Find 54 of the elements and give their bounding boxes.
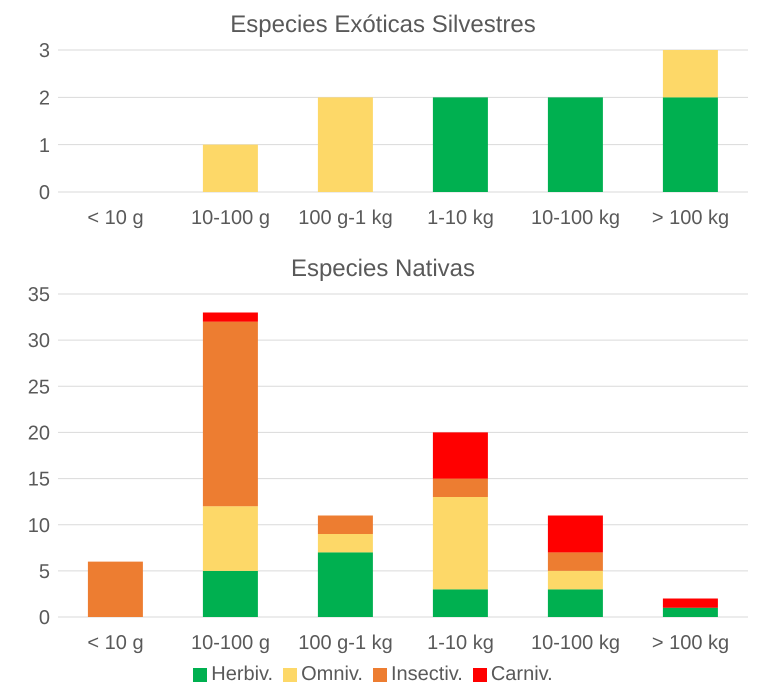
bar <box>432 97 488 192</box>
bar <box>202 322 258 506</box>
bar <box>548 570 603 590</box>
bar <box>432 589 488 617</box>
chart-title: Especies Exóticas Silvestres <box>229 10 537 40</box>
bar <box>662 50 718 98</box>
bar <box>432 497 488 590</box>
legend-label: Omniv. <box>301 663 363 682</box>
bar <box>202 312 258 322</box>
bar <box>202 506 258 571</box>
y-tick-label: 25 <box>28 376 50 398</box>
y-tick-label: 20 <box>28 422 50 445</box>
chart-title: Especies Nativas <box>290 254 476 284</box>
x-tick-label: 100 g-1 kg <box>298 207 393 230</box>
x-tick-label: > 100 kg <box>652 632 730 654</box>
bar <box>318 552 373 617</box>
x-tick-label: > 100 kg <box>652 207 730 230</box>
x-tick-label: 10-100 g <box>191 207 270 230</box>
bar <box>202 144 258 192</box>
x-tick-label: < 10 g <box>87 632 144 654</box>
legend-label: Insectiv. <box>390 663 463 682</box>
bar <box>662 608 718 617</box>
x-tick-label: 10-100 g <box>191 632 270 654</box>
y-tick-label: 30 <box>28 330 50 352</box>
bar <box>318 97 373 192</box>
y-tick-label: 3 <box>38 40 50 62</box>
x-tick-label: 10-100 kg <box>531 632 620 654</box>
bar <box>548 552 603 571</box>
y-tick-label: 0 <box>38 607 50 630</box>
bar <box>88 562 143 617</box>
y-tick-label: 5 <box>38 560 50 583</box>
bar <box>318 534 373 552</box>
x-tick-label: 1-10 kg <box>427 632 494 654</box>
bar <box>662 598 718 608</box>
y-tick-label: 2 <box>38 87 50 110</box>
bar <box>202 570 258 617</box>
x-tick-label: < 10 g <box>87 207 144 230</box>
y-tick-label: 35 <box>28 284 50 306</box>
bar <box>432 478 488 498</box>
bar <box>548 589 603 617</box>
x-tick-label: 1-10 kg <box>427 207 494 230</box>
y-tick-label: 15 <box>28 468 50 491</box>
x-tick-label: 100 g-1 kg <box>298 632 393 654</box>
bar <box>548 515 603 552</box>
x-tick-label: 10-100 kg <box>531 207 620 230</box>
bar <box>662 97 718 192</box>
y-tick-label: 1 <box>38 134 50 157</box>
y-tick-label: 0 <box>38 182 50 204</box>
bar <box>432 432 488 479</box>
bar <box>548 97 603 192</box>
bar <box>318 515 373 534</box>
y-tick-label: 10 <box>28 514 50 537</box>
legend-label: Herbiv. <box>211 663 274 682</box>
legend-label: Carniv. <box>490 663 553 682</box>
